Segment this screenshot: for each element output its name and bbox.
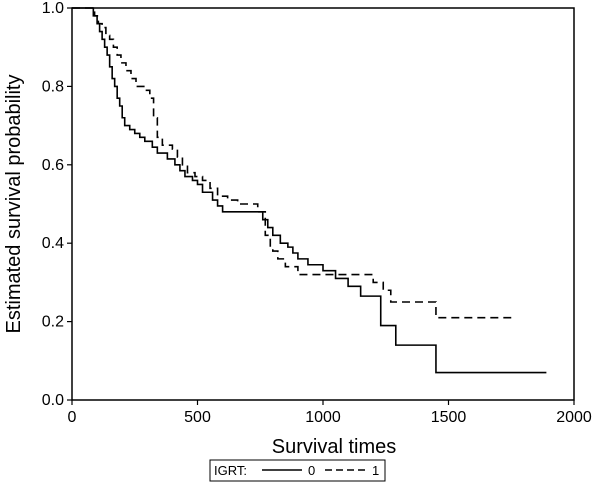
y-tick-label: 1.0: [42, 0, 64, 17]
x-axis-title: Survival times: [272, 436, 396, 458]
y-tick-label: 0.0: [42, 392, 64, 409]
x-tick-label: 1000: [305, 409, 341, 426]
legend: IGRT: 0 1: [209, 459, 386, 482]
legend-label-0: 0: [308, 463, 315, 478]
legend-frame: [209, 459, 386, 482]
ticks-layer: 0 500 1000 1500 2000 0.0 0.2 0.4 0.6 0.8 1.0: [42, 0, 592, 426]
x-tick-label: 1500: [431, 409, 467, 426]
series-layer: [72, 7, 547, 374]
series-line-0: [72, 7, 547, 374]
y-axis-title: Estimated survival probability: [3, 75, 25, 334]
legend-title: IGRT:: [214, 463, 247, 478]
legend-label-1: 1: [372, 463, 379, 478]
y-tick-label: 0.6: [42, 157, 64, 174]
x-tick-label: 500: [184, 409, 211, 426]
y-tick-label: 0.8: [42, 78, 64, 95]
x-tick-label: 2000: [556, 409, 592, 426]
y-tick-label: 0.4: [42, 235, 64, 252]
y-tick-label: 0.2: [42, 314, 64, 331]
series-line-1: [72, 7, 512, 319]
plot-frame: [71, 7, 575, 401]
x-tick-label: 0: [68, 409, 77, 426]
